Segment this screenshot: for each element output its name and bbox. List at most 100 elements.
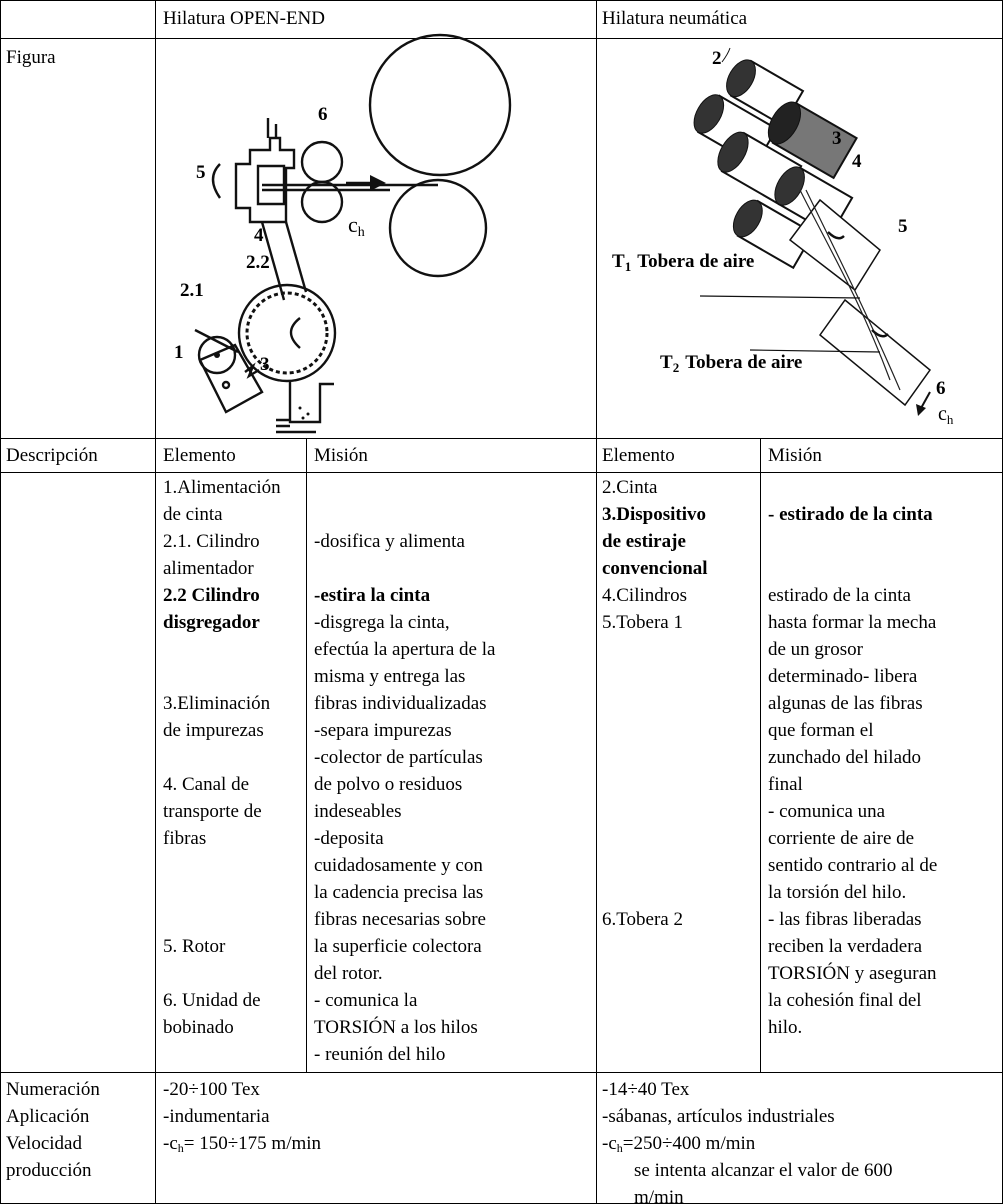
open-end-figure: 6 5 4 2.2 2.1 1 3 ch <box>174 33 512 434</box>
mission-line: hilo. <box>768 1017 803 1038</box>
mission-line: -colector de partículas <box>314 747 483 768</box>
mission-line: cuidadosamente y con <box>314 855 483 876</box>
element-line: 6.Tobera 2 <box>602 909 683 930</box>
mission-line: determinado- libera <box>768 666 918 687</box>
speed-prefix: -c <box>602 1133 617 1154</box>
element-line: bobinado <box>163 1017 234 1038</box>
element-line: 3.Eliminación <box>163 693 271 714</box>
mission-line: final <box>768 774 803 795</box>
summary-label: Velocidad <box>6 1133 82 1154</box>
figure-label: 3 <box>260 354 270 375</box>
element-line: transporte de <box>163 801 262 822</box>
mission-line: sentido contrario al de <box>768 855 938 876</box>
element-line: de impurezas <box>163 720 264 741</box>
speed-symbol: c <box>348 212 358 237</box>
cylinders <box>693 59 858 270</box>
mission-line: que forman el <box>768 720 874 741</box>
summary-label: Numeración <box>6 1079 100 1100</box>
element-line: 2.2 Cilindro <box>163 585 260 606</box>
summary-value: -sábanas, artículos industriales <box>602 1106 835 1127</box>
summary-note: m/min <box>634 1187 684 1204</box>
element-line: 1.Alimentación <box>163 477 281 498</box>
sub-header: Misión <box>314 445 368 466</box>
speed-symbol: c <box>938 403 947 425</box>
column-header: Hilatura OPEN-END <box>163 8 325 29</box>
mission-line: - estirado de la cinta <box>768 504 933 525</box>
mission-line: zunchado del hilado <box>768 747 922 768</box>
row-label: Figura <box>6 47 56 68</box>
sub-header: Elemento <box>163 445 236 466</box>
summary-note: se intenta alcanzar el valor de 600 <box>634 1160 893 1181</box>
mission-line: fibras individualizadas <box>314 693 487 714</box>
element-line: 4.Cilindros <box>602 585 687 606</box>
element-line: convencional <box>602 558 708 579</box>
row-label: Descripción <box>6 445 98 466</box>
speed-subscript: h <box>616 1141 623 1155</box>
mission-line: - comunica una <box>768 801 886 822</box>
sub-header: Misión <box>768 445 822 466</box>
element-line: 2.Cinta <box>602 477 658 498</box>
element-line: de cinta <box>163 504 223 525</box>
speed-value: = 150÷175 m/min <box>183 1133 322 1154</box>
speed-line: -ch= 150÷175 m/min <box>163 1130 321 1162</box>
mission-line: la superficie colectora <box>314 936 482 957</box>
mission-line: algunas de las fibras <box>768 693 923 714</box>
summary-value: -20÷100 Tex <box>163 1079 260 1100</box>
figure-label: 3 <box>832 128 842 149</box>
mission-line: misma y entrega las <box>314 666 466 687</box>
mission-line: reciben la verdadera <box>768 936 923 957</box>
element-line: 6. Unidad de <box>163 990 261 1011</box>
mission-line: -dosifica y alimenta <box>314 531 465 552</box>
mission-line: efectúa la apertura de la <box>314 639 496 660</box>
sub-header: Elemento <box>602 445 675 466</box>
element-line: 5. Rotor <box>163 936 226 957</box>
mission-line: -estira la cinta <box>314 585 431 606</box>
figure-label: 2 <box>712 48 722 69</box>
figure-label: 6 <box>936 378 946 399</box>
nozzle-label: T2 Tobera de aire <box>660 352 802 375</box>
mission-line: la cohesión final del <box>768 990 922 1011</box>
speed-subscript: h <box>177 1141 184 1155</box>
nozzle-subscript: 1 <box>625 259 632 274</box>
nozzle-label: T1 Tobera de aire <box>612 251 754 274</box>
mission-line: corriente de aire de <box>768 828 915 849</box>
mission-line: - las fibras liberadas <box>768 909 922 930</box>
speed-subscript: h <box>947 412 954 427</box>
mission-line: - reunión del hilo <box>314 1044 446 1065</box>
element-line: de estiraje <box>602 531 686 552</box>
mission-line: fibras necesarias sobre <box>314 909 486 930</box>
mission-line: indeseables <box>314 801 402 822</box>
speed-subscript: h <box>358 225 365 240</box>
mission-line: TORSIÓN a los hilos <box>314 1017 478 1038</box>
element-line: 3.Dispositivo <box>602 504 706 525</box>
figure-label: 5 <box>898 216 908 237</box>
summary-label: Aplicación <box>6 1106 90 1127</box>
summary-value: -indumentaria <box>163 1106 270 1127</box>
mission-line: la torsión del hilo. <box>768 882 907 903</box>
figure-label: 4 <box>852 151 862 172</box>
summary-label: producción <box>6 1160 92 1181</box>
mission-line: de polvo o residuos <box>314 774 463 795</box>
mission-line: hasta formar la mecha <box>768 612 937 633</box>
mission-line: TORSIÓN y aseguran <box>768 963 937 984</box>
summary-value: -14÷40 Tex <box>602 1079 690 1100</box>
mission-line: la cadencia precisa las <box>314 882 484 903</box>
mission-line: -deposita <box>314 828 384 849</box>
mission-line: de un grosor <box>768 639 863 660</box>
mission-line: - comunica la <box>314 990 418 1011</box>
column-header: Hilatura neumática <box>602 8 748 29</box>
mission-line: estirado de la cinta <box>768 585 911 606</box>
element-line: disgregador <box>163 612 260 633</box>
figure-label: 2.2 <box>246 252 270 273</box>
figure-label: 2.1 <box>180 280 204 301</box>
mission-line: del rotor. <box>314 963 383 984</box>
nozzle-text: Tobera de aire <box>637 251 754 272</box>
nozzle-symbol: T <box>660 352 673 373</box>
figure-label: 4 <box>254 225 264 246</box>
nozzle-subscript: 2 <box>673 360 680 375</box>
element-line: alimentador <box>163 558 254 579</box>
figure-speed-label: ch <box>938 403 954 427</box>
speed-line: -ch=250÷400 m/min <box>602 1130 755 1162</box>
element-line: 4. Canal de <box>163 774 250 795</box>
